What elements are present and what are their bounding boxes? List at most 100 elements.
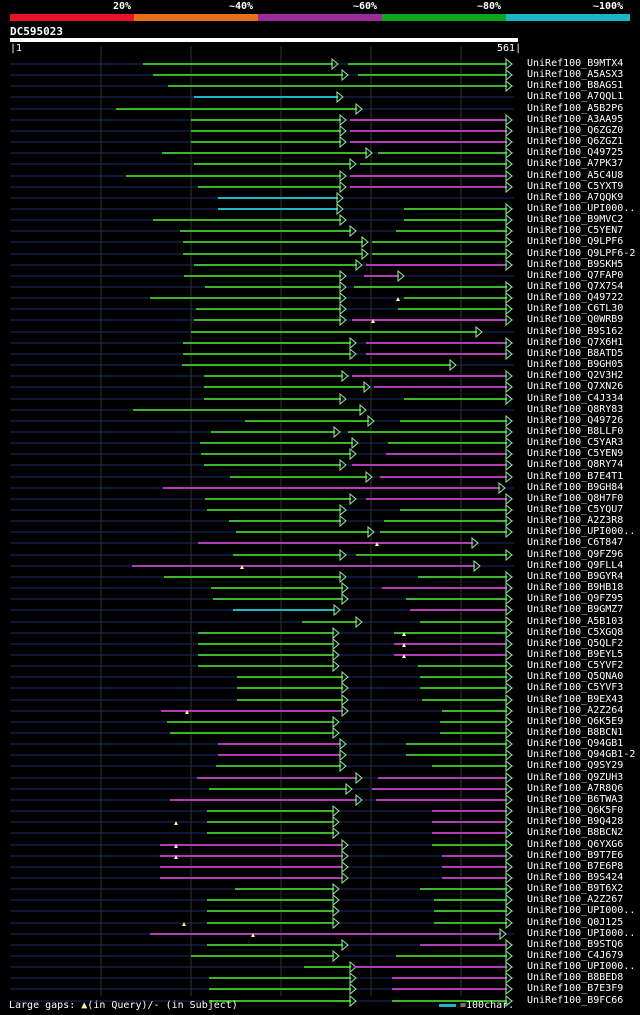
hit-label[interactable]: UniRef100_C5YVF2: [527, 660, 624, 671]
hit-label[interactable]: UniRef100_Q6ZGZ1: [527, 136, 624, 147]
hit-label[interactable]: UniRef100_B7E3F9: [527, 983, 624, 994]
hit-label[interactable]: UniRef100_A5B103: [527, 616, 624, 627]
hit-label[interactable]: UniRef100_C4J679: [527, 950, 624, 961]
hit-label[interactable]: UniRef100_Q7XN26: [527, 381, 624, 392]
hit-label[interactable]: UniRef100_Q8RY74: [527, 459, 624, 470]
hit-label[interactable]: UniRef100_Q2V3H2: [527, 370, 624, 381]
hit-label[interactable]: UniRef100_B9T7E6: [527, 850, 624, 861]
hit-label[interactable]: UniRef100_Q9LPF6-2: [527, 248, 636, 259]
hit-label[interactable]: UniRef100_B9EYL5: [527, 649, 624, 660]
hit-label[interactable]: UniRef100_B9S162: [527, 326, 624, 337]
hit-label[interactable]: UniRef100_A7R8Q6: [527, 783, 624, 794]
hit-label[interactable]: UniRef100_B7E4T1: [527, 471, 624, 482]
hit-segment-end-arrow: [505, 570, 513, 584]
hit-label[interactable]: UniRef100_A3AA95: [527, 114, 624, 125]
hit-label[interactable]: UniRef100_Q9LPF6: [527, 236, 624, 247]
hit-label[interactable]: UniRef100_A7PK37: [527, 158, 624, 169]
hit-label[interactable]: UniRef100_Q7X6H1: [527, 337, 624, 348]
hit-label[interactable]: UniRef100_C5YAR3: [527, 437, 624, 448]
hit-row: [10, 414, 514, 428]
hit-segment-end-arrow: [332, 893, 340, 907]
hit-label[interactable]: UniRef100_B8BCN2: [527, 827, 624, 838]
hit-row: [10, 536, 514, 550]
hit-label[interactable]: UniRef100_B6TWA3: [527, 794, 624, 805]
hit-label[interactable]: UniRef100_UPI000..: [527, 526, 636, 537]
hit-label[interactable]: UniRef100_B9STQ6: [527, 939, 624, 950]
hit-label[interactable]: UniRef100_A7QQK9: [527, 192, 624, 203]
hit-label[interactable]: UniRef100_C5YQU7: [527, 504, 624, 515]
query-gap-marker: [402, 643, 406, 647]
hit-label[interactable]: UniRef100_B9HB18: [527, 582, 624, 593]
hit-label[interactable]: UniRef100_Q0WRB9: [527, 314, 624, 325]
hit-label[interactable]: UniRef100_B9FC66: [527, 995, 624, 1006]
hit-label[interactable]: UniRef100_Q5QNA0: [527, 671, 624, 682]
hit-label[interactable]: UniRef100_Q49726: [527, 415, 624, 426]
hit-label[interactable]: UniRef100_A5ASX3: [527, 69, 624, 80]
hit-row: [10, 893, 514, 907]
hit-label[interactable]: UniRef100_B7E6P8: [527, 861, 624, 872]
hit-label[interactable]: UniRef100_C6T847: [527, 537, 624, 548]
hit-label[interactable]: UniRef100_Q0J125: [527, 917, 624, 928]
hit-label[interactable]: UniRef100_A2Z3R8: [527, 515, 624, 526]
hit-segment-end-arrow: [339, 124, 347, 138]
hit-label[interactable]: UniRef100_Q9FZ96: [527, 549, 624, 560]
hit-label[interactable]: UniRef100_B9GH84: [527, 482, 624, 493]
hit-label[interactable]: UniRef100_C5YVF3: [527, 682, 624, 693]
hit-label[interactable]: UniRef100_A5C4U8: [527, 170, 624, 181]
hit-label[interactable]: UniRef100_A7QQL1: [527, 91, 624, 102]
hit-label[interactable]: UniRef100_Q8RY83: [527, 404, 624, 415]
hit-label[interactable]: UniRef100_B8BED8: [527, 972, 624, 983]
hit-label[interactable]: UniRef100_C5YEN9: [527, 448, 624, 459]
hit-label[interactable]: UniRef100_B9GH05: [527, 359, 624, 370]
hit-label[interactable]: UniRef100_Q6ZGZ0: [527, 125, 624, 136]
hit-label[interactable]: UniRef100_Q94GB1-2: [527, 749, 636, 760]
hit-label[interactable]: UniRef100_B9T6X2: [527, 883, 624, 894]
hit-label[interactable]: UniRef100_B9GYR4: [527, 571, 624, 582]
hit-label[interactable]: UniRef100_Q8H7F0: [527, 493, 624, 504]
hit-label[interactable]: UniRef100_B9SKH5: [527, 259, 624, 270]
hit-label[interactable]: UniRef100_UPI000..: [527, 905, 636, 916]
hit-label[interactable]: UniRef100_Q49722: [527, 292, 624, 303]
hit-label[interactable]: UniRef100_Q7FAP0: [527, 270, 624, 281]
hit-segment-end-arrow: [505, 247, 513, 261]
hit-label[interactable]: UniRef100_Q49725: [527, 147, 624, 158]
hit-label[interactable]: UniRef100_B8BCN1: [527, 727, 624, 738]
hit-segment-end-arrow: [339, 392, 347, 406]
hit-label[interactable]: UniRef100_A5B2P6: [527, 103, 624, 114]
hit-label[interactable]: UniRef100_Q6K5E9: [527, 716, 624, 727]
hit-label[interactable]: UniRef100_Q9FZ95: [527, 593, 624, 604]
hit-label[interactable]: UniRef100_A2Z267: [527, 894, 624, 905]
hit-label[interactable]: UniRef100_Q94GB1: [527, 738, 624, 749]
hit-label[interactable]: UniRef100_UPI000..: [527, 203, 636, 214]
hit-label[interactable]: UniRef100_B9MTX4: [527, 58, 624, 69]
hit-segment-end-arrow: [336, 202, 344, 216]
hit-row: [10, 615, 514, 629]
hit-label[interactable]: UniRef100_B9Q428: [527, 816, 624, 827]
hit-label[interactable]: UniRef100_UPI000..: [527, 961, 636, 972]
hit-label[interactable]: UniRef100_UPI000..: [527, 928, 636, 939]
hit-segment-end-arrow: [339, 169, 347, 183]
hit-label[interactable]: UniRef100_C6TL30: [527, 303, 624, 314]
hit-label[interactable]: UniRef100_Q9ZUH3: [527, 772, 624, 783]
hit-label[interactable]: UniRef100_Q6YXG6: [527, 839, 624, 850]
hit-row: [10, 681, 514, 695]
hit-label[interactable]: UniRef100_C5XGQ8: [527, 627, 624, 638]
hit-label[interactable]: UniRef100_B8ATD5: [527, 348, 624, 359]
hit-segment-end-arrow: [505, 135, 513, 149]
hit-label[interactable]: UniRef100_B9GMZ7: [527, 604, 624, 615]
hit-label[interactable]: UniRef100_Q5QLF2: [527, 638, 624, 649]
hit-segment-end-arrow: [505, 704, 513, 718]
hit-label[interactable]: UniRef100_Q9FLL4: [527, 560, 624, 571]
hit-label[interactable]: UniRef100_B8LLF0: [527, 426, 624, 437]
hit-label[interactable]: UniRef100_Q6K5F0: [527, 805, 624, 816]
hit-label[interactable]: UniRef100_Q7X7S4: [527, 281, 624, 292]
hit-label[interactable]: UniRef100_C5YXT9: [527, 181, 624, 192]
hit-label[interactable]: UniRef100_Q9SY29: [527, 760, 624, 771]
hit-label[interactable]: UniRef100_B9S424: [527, 872, 624, 883]
hit-label[interactable]: UniRef100_A2Z264: [527, 705, 624, 716]
hit-label[interactable]: UniRef100_B9EX43: [527, 694, 624, 705]
hit-label[interactable]: UniRef100_C5YEN7: [527, 225, 624, 236]
hit-label[interactable]: UniRef100_B9MVC2: [527, 214, 624, 225]
hit-label[interactable]: UniRef100_C4J334: [527, 393, 624, 404]
hit-label[interactable]: UniRef100_B8AGS1: [527, 80, 624, 91]
